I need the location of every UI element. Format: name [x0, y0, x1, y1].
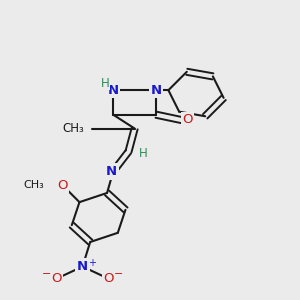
Text: H: H — [101, 76, 110, 90]
Text: O: O — [103, 272, 114, 285]
Text: N: N — [151, 84, 162, 97]
Text: CH₃: CH₃ — [23, 180, 44, 190]
Text: H: H — [139, 147, 148, 160]
Text: N: N — [77, 260, 88, 273]
Text: O: O — [51, 272, 62, 285]
Text: CH₃: CH₃ — [62, 122, 84, 135]
Text: +: + — [88, 258, 96, 268]
Text: O: O — [182, 113, 193, 126]
Text: N: N — [106, 165, 117, 178]
Text: O: O — [57, 179, 68, 192]
Text: −: − — [114, 268, 123, 279]
Text: −: − — [42, 268, 52, 279]
Text: N: N — [108, 84, 119, 97]
